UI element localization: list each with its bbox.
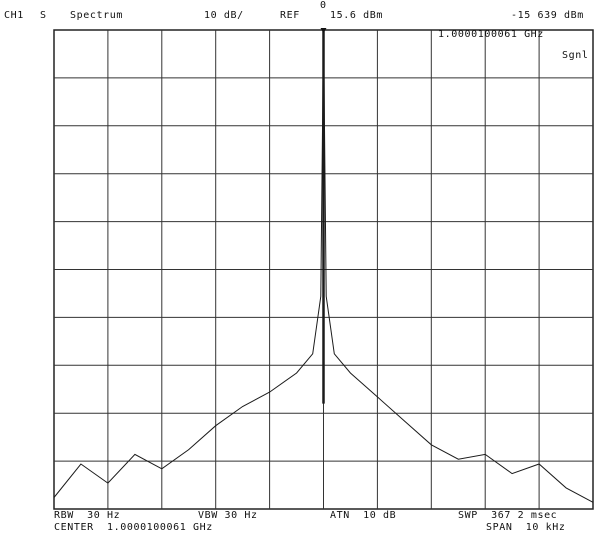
scale-label: 10 dB/ xyxy=(204,10,244,21)
marker-icon xyxy=(320,28,327,33)
vbw-setting: VBW 30 Hz xyxy=(198,510,258,521)
attenuation-setting: ATN 10 dB xyxy=(330,510,397,521)
ref-value: 15.6 dBm xyxy=(330,10,383,21)
spectrum-trace-group xyxy=(53,28,594,503)
measurement-label: Spectrum xyxy=(70,10,123,21)
channel-label: CH1 xyxy=(4,10,24,21)
sweep-time: SWP 367 2 msec xyxy=(458,510,558,521)
ref-label: REF xyxy=(280,10,300,21)
marker-frequency: 1.0000100061 GHz xyxy=(438,29,544,40)
marker-readout: -15 639 dBm xyxy=(511,10,584,21)
frequency-span: SPAN 10 kHz xyxy=(486,522,566,533)
marker-number: 0 xyxy=(320,0,327,11)
mode-label: S xyxy=(40,10,47,21)
rbw-setting: RBW 30 Hz xyxy=(54,510,121,521)
center-frequency: CENTER 1.0000100061 GHz xyxy=(54,522,213,533)
marker-tag: Sgnl xyxy=(562,50,589,61)
